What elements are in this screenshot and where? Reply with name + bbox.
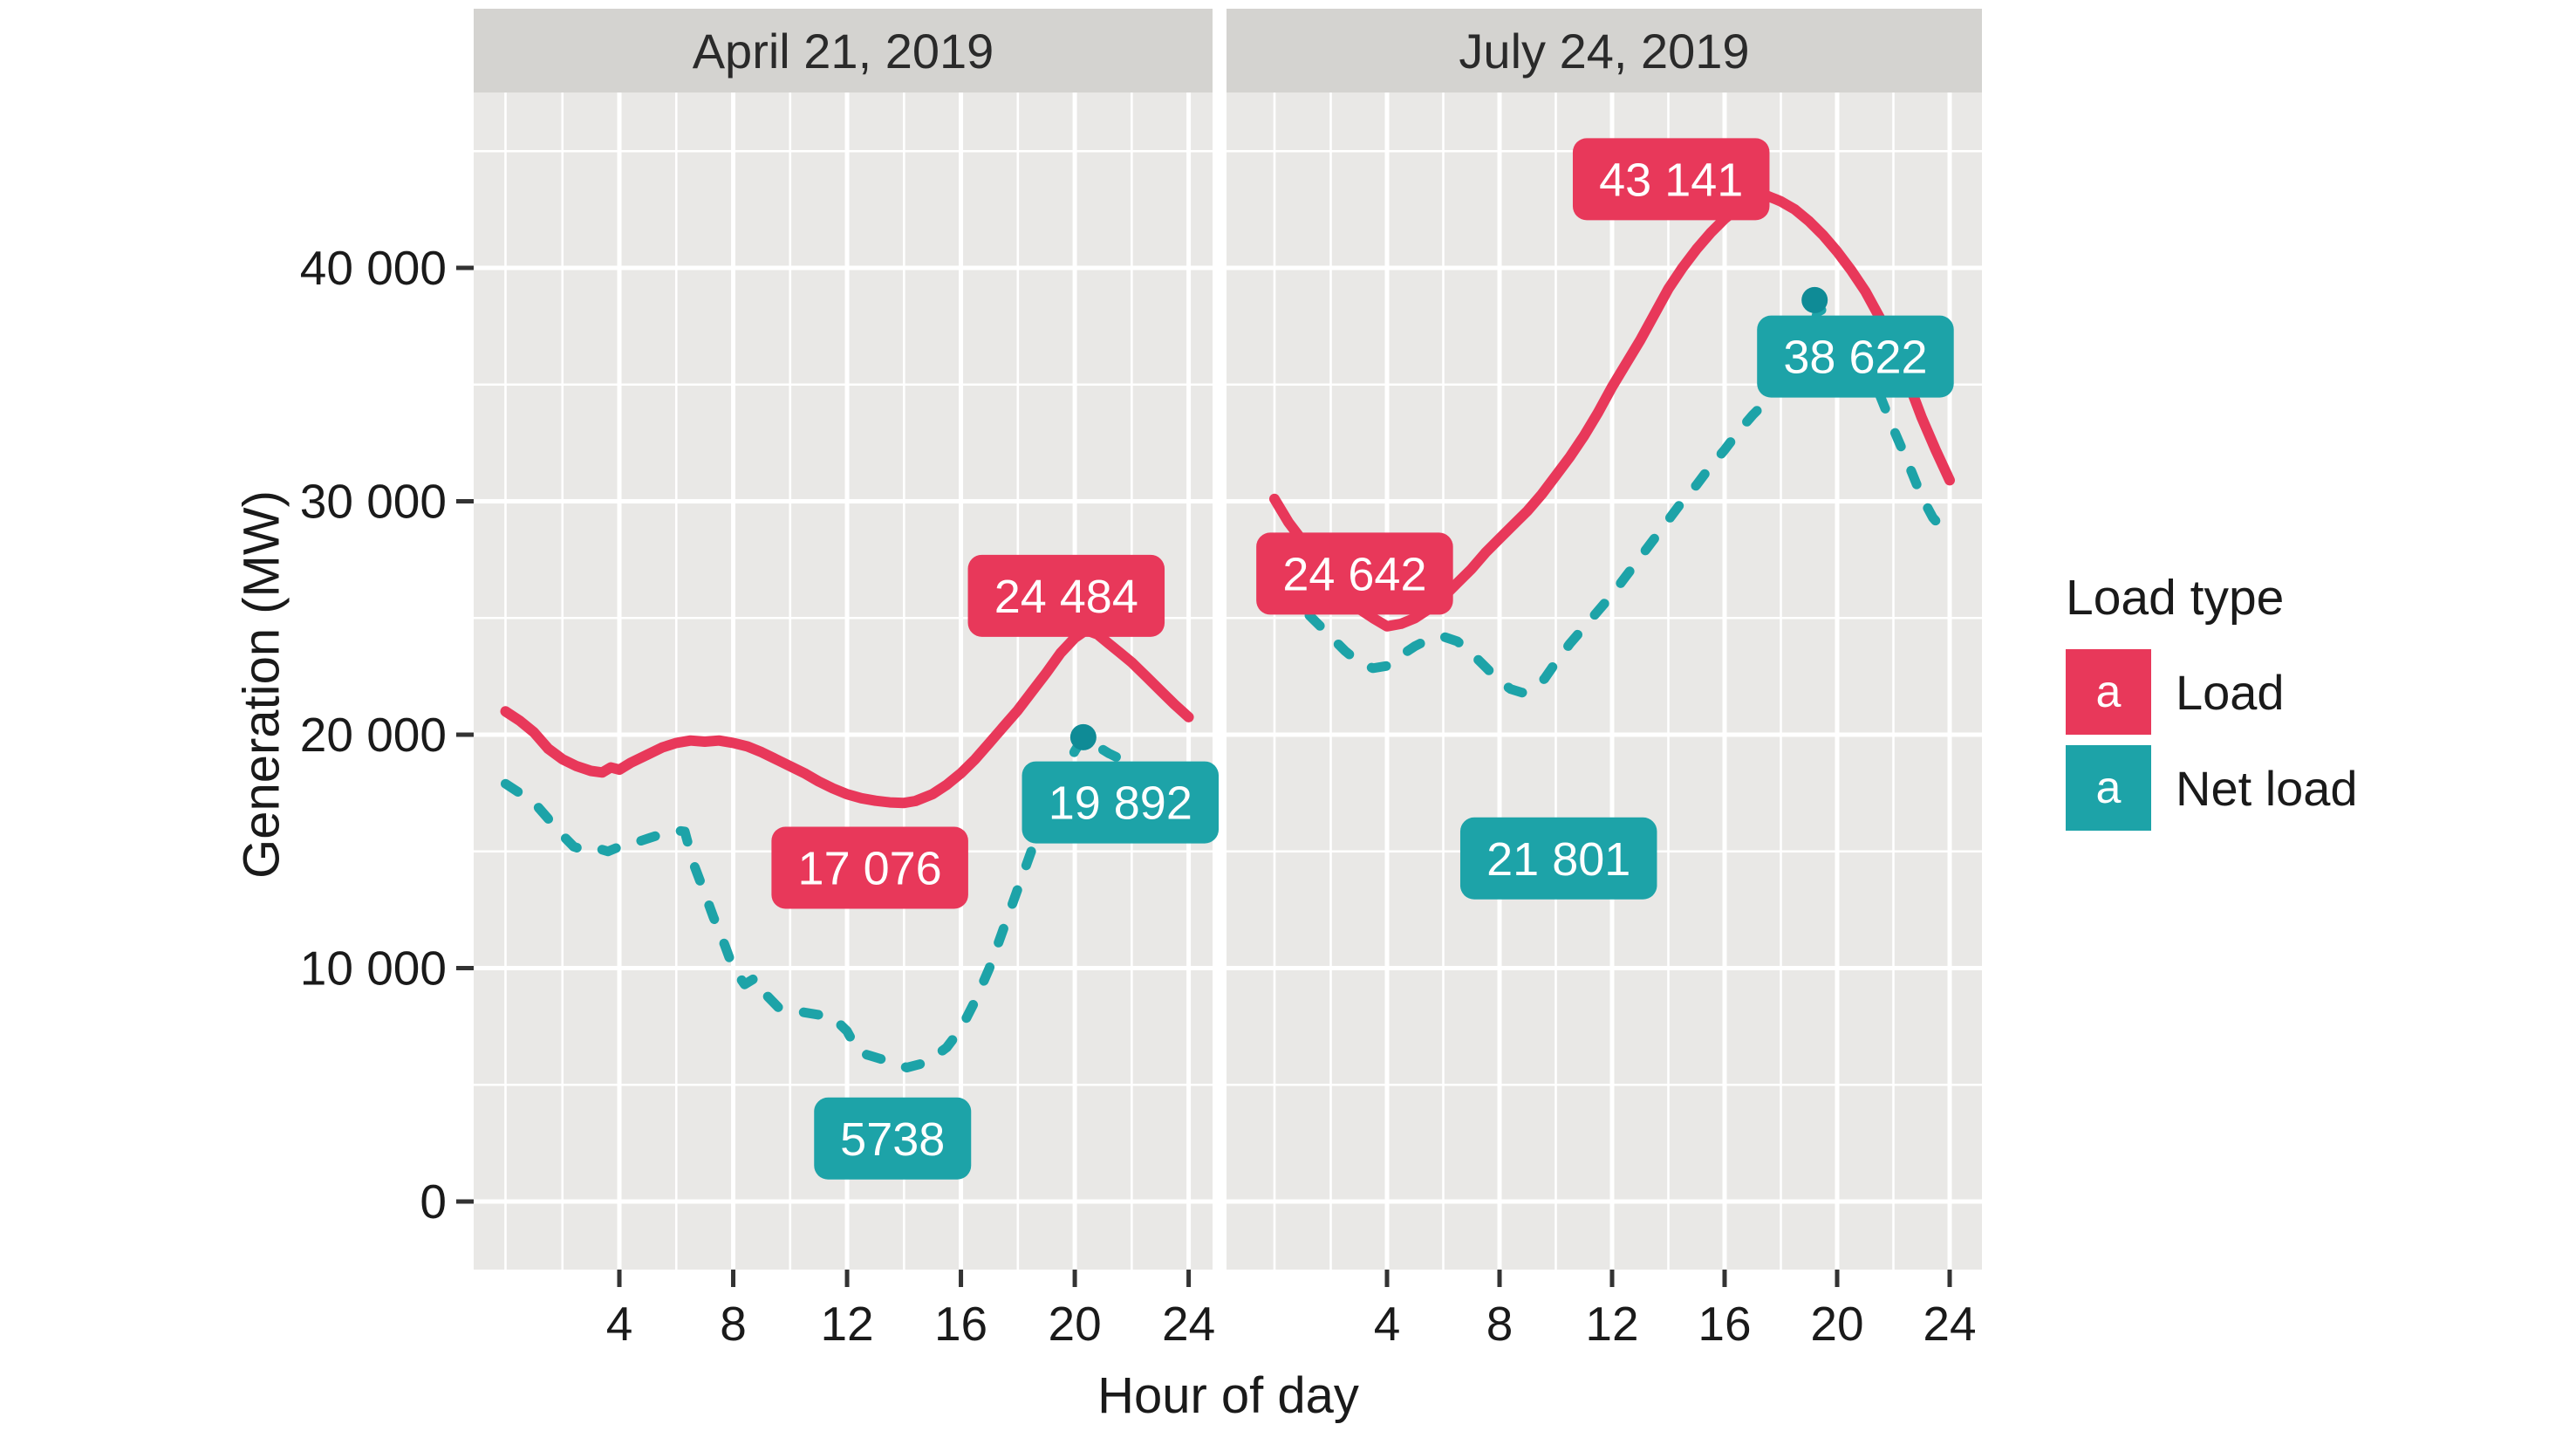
net-load-peak-dot: [1801, 286, 1828, 313]
x-tick-label: 20: [1810, 1297, 1863, 1351]
annotation-box: [1757, 315, 1954, 398]
annotation-value: 43 141: [1599, 154, 1743, 206]
panel-background: [1227, 92, 1982, 1270]
x-axis-title: Hour of day: [1097, 1367, 1359, 1424]
x-tick-label: 24: [1162, 1297, 1215, 1351]
legend-item-label: Load: [2176, 664, 2285, 720]
y-axis-title: Generation (MW): [233, 490, 290, 879]
x-tick-label: 12: [820, 1297, 873, 1351]
facet-strip-title: April 21, 2019: [693, 24, 994, 79]
annotation-value: 21 801: [1486, 833, 1630, 886]
y-tick-label: 0: [420, 1174, 447, 1229]
x-tick-label: 16: [934, 1297, 987, 1351]
x-tick-label: 20: [1048, 1297, 1101, 1351]
net-load-peak-dot: [1069, 723, 1097, 750]
y-tick-label: 10 000: [300, 941, 447, 996]
annotation-box: [814, 1097, 972, 1180]
annotation-box: [1572, 138, 1770, 221]
panel-background: [474, 92, 1213, 1270]
legend-item-label: Net load: [2176, 760, 2358, 816]
y-tick-label: 20 000: [300, 708, 447, 762]
annotation-value: 38 622: [1783, 332, 1927, 384]
facet-strip: [474, 9, 1213, 92]
x-tick-label: 8: [720, 1297, 747, 1351]
legend: Load type a Load a Net load: [2066, 569, 2358, 841]
legend-item-net-load: a Net load: [2066, 745, 2358, 831]
annotation-box: [1256, 532, 1453, 615]
annotation-value: 5738: [840, 1113, 945, 1166]
y-tick-label: 40 000: [300, 241, 447, 295]
x-tick-label: 4: [606, 1297, 633, 1351]
annotation-box: [1022, 761, 1220, 844]
load-line: [1269, 189, 1955, 632]
x-tick-label: 4: [1374, 1297, 1401, 1351]
facet-strip: [1227, 9, 1982, 92]
x-tick-label: 8: [1486, 1297, 1513, 1351]
annotation-value: 17 076: [798, 842, 942, 894]
net-load-line: [501, 732, 1194, 1072]
legend-title: Load type: [2066, 570, 2285, 626]
legend-key-swatch: a: [2066, 745, 2151, 831]
annotation-value: 24 484: [994, 571, 1138, 623]
x-tick-label: 12: [1585, 1297, 1638, 1351]
x-tick-label: 16: [1698, 1297, 1751, 1351]
annotation-value: 19 892: [1049, 777, 1192, 830]
legend-key-swatch: a: [2066, 649, 2151, 735]
y-tick-label: 30 000: [300, 475, 447, 529]
legend-item-load: a Load: [2066, 649, 2358, 735]
annotation-value: 24 642: [1282, 548, 1426, 600]
x-tick-label: 24: [1923, 1297, 1976, 1351]
annotation-box: [967, 554, 1165, 637]
facet-strip-title: July 24, 2019: [1459, 24, 1749, 79]
annotation-box: [1459, 817, 1657, 900]
annotation-box: [771, 826, 968, 909]
